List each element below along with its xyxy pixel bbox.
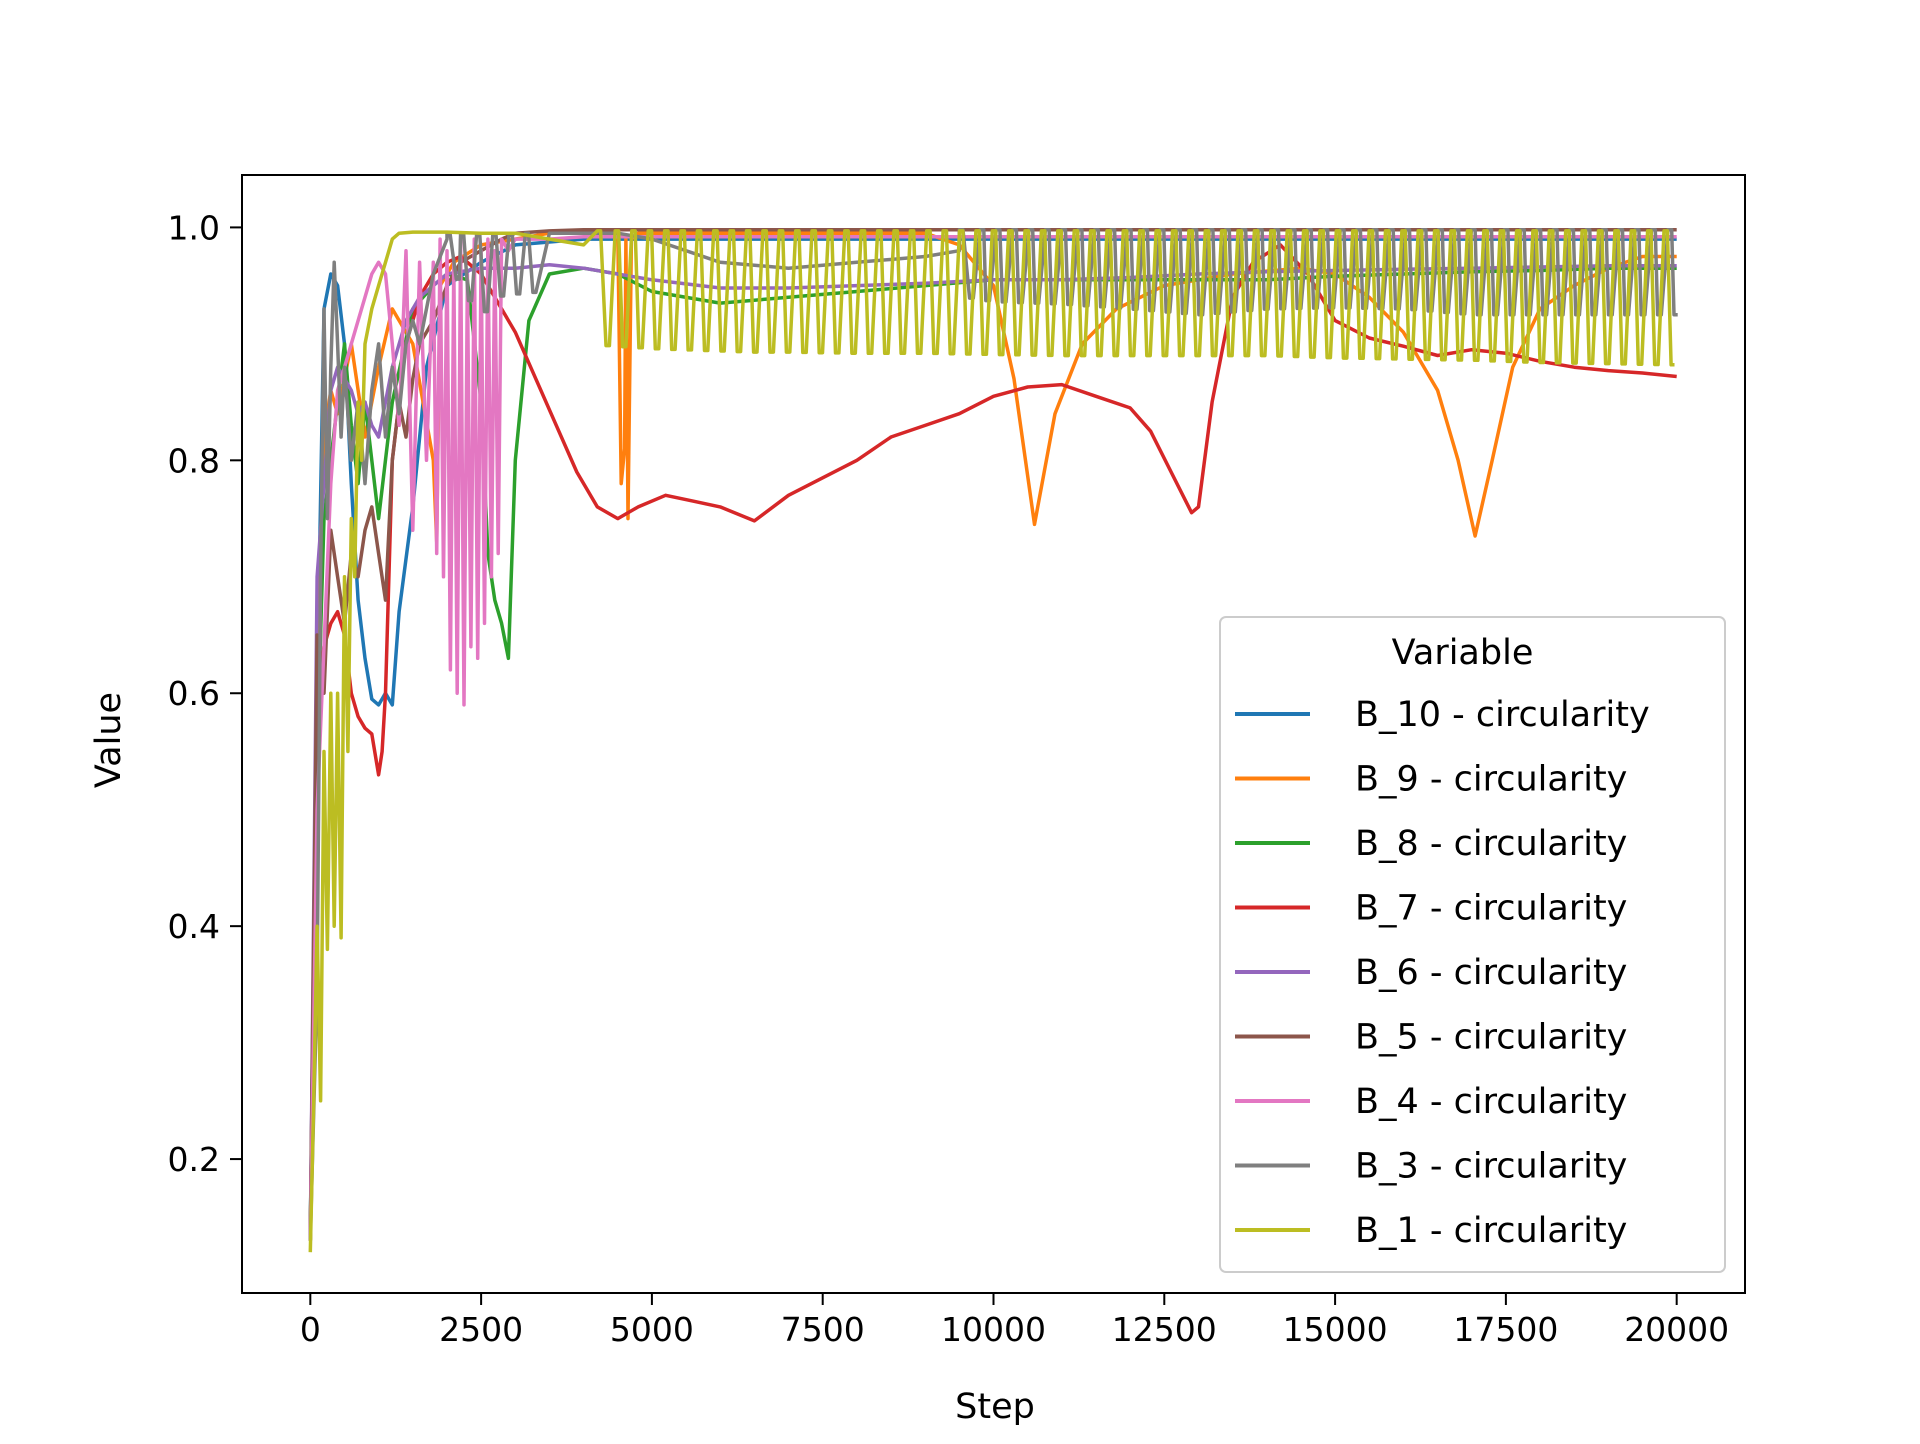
legend-entry-label: B_9 - circularity xyxy=(1355,760,1627,800)
legend-entry-label: B_4 - circularity xyxy=(1355,1082,1627,1122)
y-tick-label: 0.2 xyxy=(168,1140,220,1179)
y-tick-label: 0.6 xyxy=(168,674,220,713)
x-tick-label: 7500 xyxy=(781,1310,865,1349)
legend: Variable B_10 - circularity B_9 - circular… xyxy=(1219,616,1726,1273)
x-tick-label: 2500 xyxy=(439,1310,523,1349)
x-tick-label: 17500 xyxy=(1453,1310,1558,1349)
x-axis-label: Step xyxy=(955,1387,1035,1427)
y-tick-label: 1.0 xyxy=(168,208,220,247)
x-tick-label: 5000 xyxy=(610,1310,694,1349)
x-tick-label: 10000 xyxy=(941,1310,1046,1349)
x-tick-label: 15000 xyxy=(1283,1310,1388,1349)
y-axis-label: Value xyxy=(89,692,129,788)
legend-box xyxy=(1219,616,1726,1273)
series-line-b-1 xyxy=(308,229,1675,1253)
x-tick-label: 20000 xyxy=(1624,1310,1729,1349)
x-tick-label: 12500 xyxy=(1112,1310,1217,1349)
legend-entry-label: B_6 - circularity xyxy=(1355,953,1627,993)
y-tick-label: 0.8 xyxy=(168,441,220,480)
y-tick-label: 0.4 xyxy=(168,907,220,946)
legend-entry-label: B_5 - circularity xyxy=(1355,1018,1627,1058)
x-tick-label: 0 xyxy=(300,1310,321,1349)
legend-entry-label: B_8 - circularity xyxy=(1355,824,1627,864)
legend-title: Variable xyxy=(1392,633,1534,673)
legend-entry-label: B_1 - circularity xyxy=(1355,1211,1627,1251)
legend-entry-label: B_7 - circularity xyxy=(1355,889,1627,929)
series-line-b-3 xyxy=(308,227,1678,1241)
legend-entry-label: B_10 - circularity xyxy=(1355,695,1650,735)
legend-entry-label: B_3 - circularity xyxy=(1355,1147,1627,1187)
